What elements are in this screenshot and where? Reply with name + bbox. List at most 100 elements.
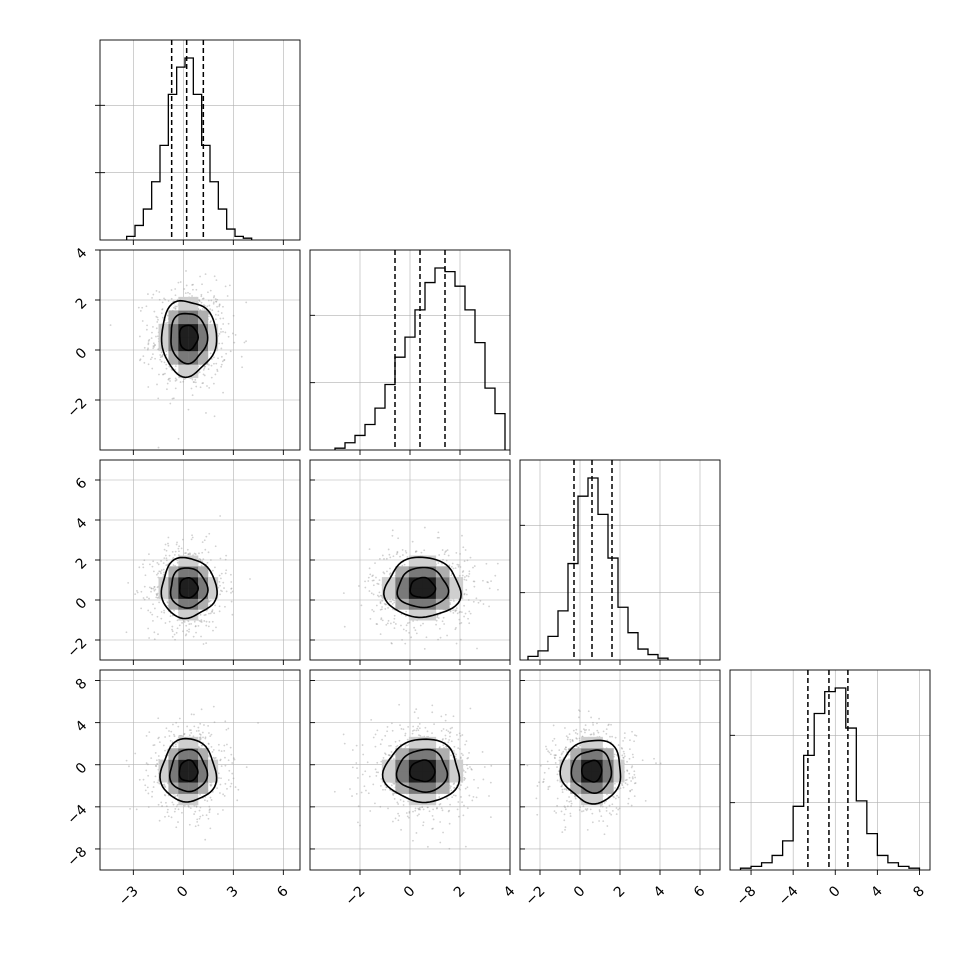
scatter-point (406, 744, 408, 747)
scatter-point (634, 776, 637, 779)
scatter-point (641, 759, 644, 762)
scatter-point (202, 736, 204, 739)
scatter-point (209, 289, 212, 292)
scatter-point (459, 748, 461, 750)
scatter-point (159, 358, 162, 361)
scatter-point (371, 609, 374, 611)
scatter-point (461, 801, 464, 804)
density-cell (198, 350, 209, 365)
scatter-point (201, 814, 204, 817)
scatter-point (173, 554, 176, 556)
scatter-point (154, 764, 157, 767)
scatter-point (435, 807, 438, 810)
scatter-point (624, 779, 627, 782)
scatter-point (220, 750, 223, 753)
scatter-point (452, 609, 454, 612)
scatter-point (586, 808, 589, 810)
scatter-point (401, 564, 404, 567)
scatter-point (220, 365, 223, 368)
scatter-point (372, 610, 375, 613)
scatter-point (436, 616, 439, 619)
scatter-point (386, 726, 389, 728)
scatter-point (182, 630, 184, 633)
density-cell (435, 577, 450, 589)
scatter-point (393, 797, 396, 800)
scatter-point (629, 739, 631, 742)
scatter-point (459, 566, 462, 568)
scatter-point (153, 344, 156, 347)
scatter-point (360, 791, 363, 794)
scatter-point (221, 590, 223, 593)
scatter-point (171, 801, 174, 804)
scatter-point (220, 572, 223, 575)
density-cell (395, 587, 410, 599)
scatter-point (407, 726, 410, 728)
scatter-point (482, 579, 484, 582)
scatter-point (392, 820, 394, 823)
scatter-point (148, 731, 151, 733)
scatter-point (620, 747, 623, 749)
scatter-point (164, 622, 167, 624)
scatter-point (393, 601, 396, 604)
density-cell (208, 577, 219, 589)
scatter-point (459, 638, 462, 641)
scatter-point (556, 779, 559, 782)
scatter-point (410, 636, 413, 639)
scatter-point (167, 542, 169, 545)
scatter-point (601, 805, 604, 808)
scatter-point (171, 397, 174, 400)
scatter-point (209, 827, 212, 830)
scatter-point (139, 310, 142, 312)
scatter-point (157, 737, 160, 740)
scatter-point (158, 782, 161, 785)
scatter-point (213, 612, 216, 615)
scatter-point (561, 784, 564, 786)
scatter-point (445, 550, 448, 552)
density-content (333, 703, 493, 850)
density-cell (435, 598, 450, 610)
scatter-point (556, 797, 559, 800)
scatter-point (151, 331, 153, 334)
scatter-point (164, 298, 167, 301)
scatter-point (390, 642, 393, 644)
scatter-point (204, 273, 207, 276)
scatter-point (472, 566, 474, 569)
scatter-point (454, 794, 457, 797)
scatter-point (164, 786, 167, 788)
scatter-point (613, 796, 615, 799)
scatter-point (222, 323, 225, 325)
scatter-point (157, 803, 160, 806)
scatter-point (207, 743, 210, 745)
scatter-point (218, 305, 221, 308)
scatter-point (207, 291, 209, 294)
scatter-point (567, 753, 570, 756)
scatter-point (153, 781, 156, 783)
scatter-point (151, 367, 154, 370)
scatter-point (199, 613, 202, 616)
scatter-point (211, 309, 214, 312)
scatter-point (207, 742, 210, 745)
scatter-point (623, 755, 626, 758)
scatter-point (166, 782, 169, 784)
scatter-point (215, 626, 217, 629)
scatter-point (171, 550, 174, 553)
scatter-point (393, 617, 396, 620)
x-tick-label-col1: 0 (174, 883, 192, 901)
density-cell (198, 598, 209, 610)
scatter-point (197, 726, 200, 729)
scatter-point (448, 847, 451, 850)
scatter-point (203, 539, 206, 542)
scatter-point (497, 588, 499, 591)
scatter-point (627, 802, 630, 805)
scatter-point (449, 610, 452, 613)
scatter-point (451, 796, 454, 799)
scatter-point (442, 831, 444, 834)
scatter-point (412, 725, 415, 728)
scatter-point (213, 362, 215, 365)
density-content (342, 526, 499, 650)
scatter-point (398, 703, 401, 706)
density-cell (449, 577, 464, 589)
scatter-point (175, 378, 178, 381)
scatter-point (570, 805, 573, 807)
scatter-point (160, 569, 163, 572)
